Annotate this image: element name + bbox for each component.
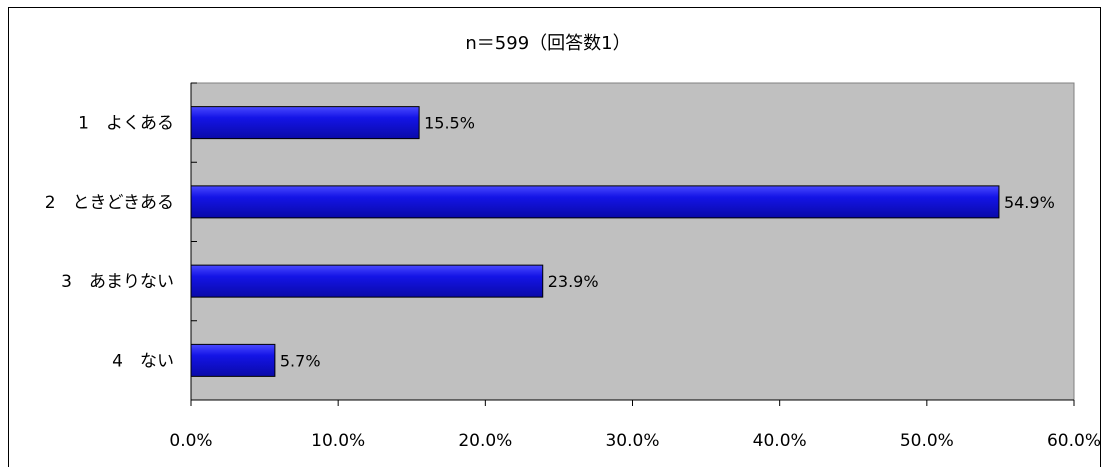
category-label-3: 3 あまりない (61, 272, 174, 292)
bar-4 (190, 343, 276, 377)
category-label-4: 4 ない (112, 351, 174, 371)
bar-3 (190, 264, 544, 298)
category-label-2: 2 ときどきある (45, 193, 174, 213)
chart-border (8, 7, 1101, 467)
bar-1 (190, 106, 420, 140)
category-label-1: 1 よくある (78, 114, 174, 134)
x-tick-label: 60.0% (1047, 431, 1101, 451)
data-label-2: 54.9% (1004, 193, 1055, 212)
x-tick-label: 20.0% (458, 431, 512, 451)
data-label-3: 23.9% (548, 272, 599, 291)
data-label-4: 5.7% (280, 351, 321, 370)
data-label-1: 15.5% (424, 114, 475, 133)
bar-2 (190, 185, 1000, 219)
chart-title: n＝599（回答数1） (465, 33, 630, 54)
x-tick-label: 50.0% (900, 431, 954, 451)
x-tick-label: 40.0% (753, 431, 807, 451)
x-tick-label: 10.0% (311, 431, 365, 451)
x-tick-label: 30.0% (605, 431, 659, 451)
x-tick-label: 0.0% (169, 431, 212, 451)
